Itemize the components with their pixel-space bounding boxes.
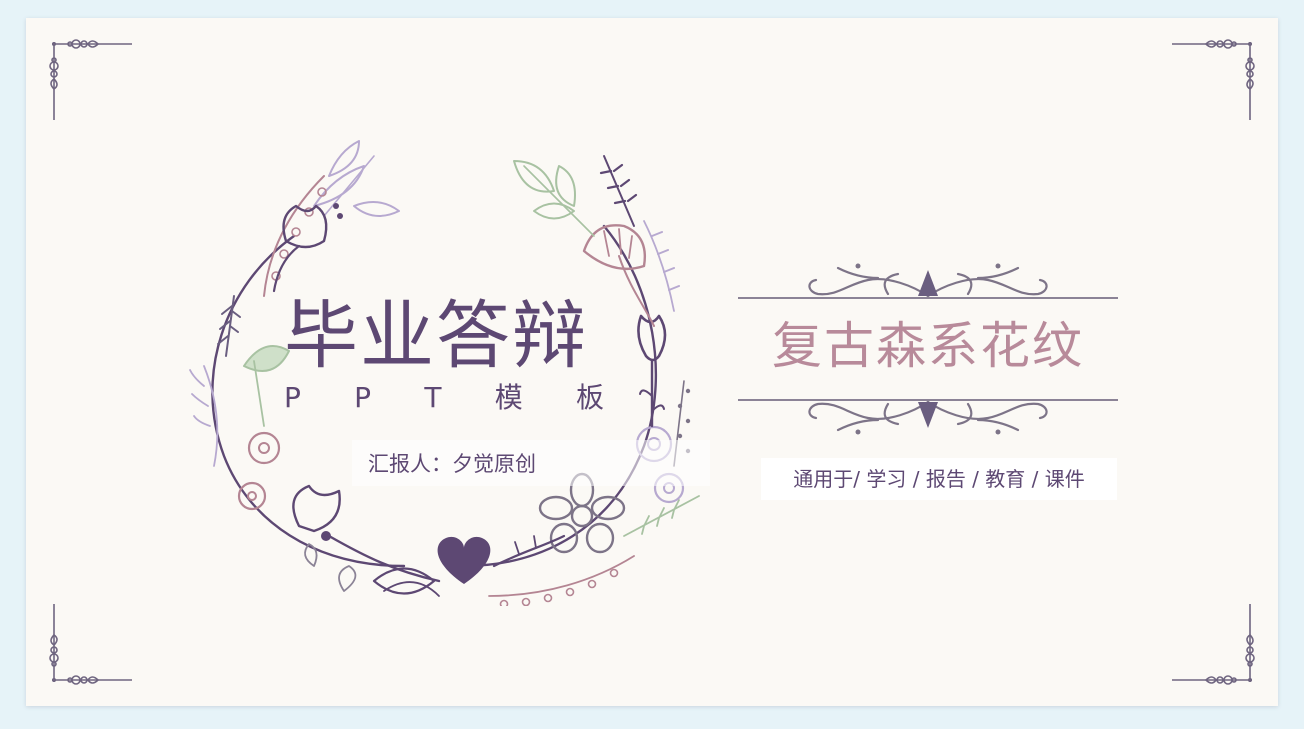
slide: 毕业答辩 P P T 模 板 汇报人：夕觉原创 复古森系花纹 通用于/ 学 [26,18,1278,706]
scroll-ornament-icon [738,399,1118,435]
subtitle-letter: 模 [494,381,523,414]
subtitle-letter: P [354,381,372,414]
floral-wreath-icon [189,140,700,606]
corner-ornament-icon [1172,39,1255,120]
reporter-box [352,440,710,486]
usage-box [761,458,1117,500]
subtitle-letter: T [424,381,442,414]
style-title: 复古森系花纹 [772,317,1084,375]
corner-ornament-icon [1172,604,1255,685]
corner-ornament-icon [49,39,132,120]
subtitle-letter: P [284,381,301,414]
heart-icon [437,536,491,584]
subtitle-letter: 板 [575,381,604,414]
scroll-ornament-icon [738,263,1118,299]
usage-text: 通用于/ 学习 / 报告 / 教育 / 课件 [793,467,1085,491]
main-title: 毕业答辩 [284,293,588,379]
reporter-text: 汇报人：夕觉原创 [368,452,536,476]
corner-ornament-icon [49,604,132,685]
subtitle: P P T 模 板 [284,380,604,416]
